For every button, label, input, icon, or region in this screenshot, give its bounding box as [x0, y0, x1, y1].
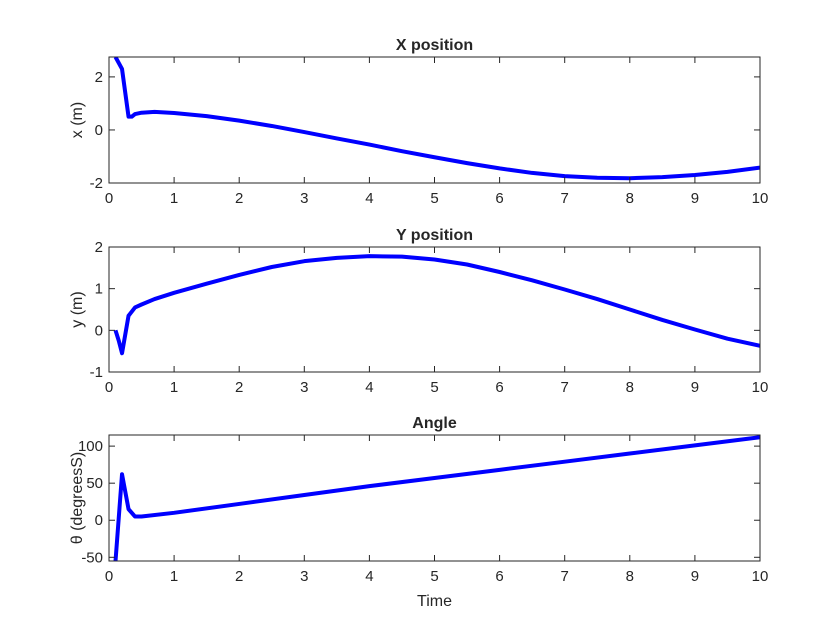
- series-line-1: [113, 435, 760, 561]
- y-tick-label: 100: [78, 438, 103, 455]
- x-tick-label: 10: [752, 379, 769, 396]
- y-tick-label: -2: [90, 175, 103, 192]
- x-tick-label: 7: [561, 568, 569, 585]
- y-tick-label: -1: [90, 364, 103, 381]
- y-tick-label: 0: [95, 322, 103, 339]
- x-tick-label: 7: [561, 190, 569, 207]
- x-tick-label: 9: [691, 379, 699, 396]
- x-tick-label: 1: [170, 190, 178, 207]
- x-tick-label: 5: [430, 190, 438, 207]
- x-tick-label: 1: [170, 568, 178, 585]
- x-axis-label: Time: [417, 593, 452, 610]
- x-tick-label: 8: [626, 568, 634, 585]
- x-tick-label: 10: [752, 568, 769, 585]
- y-tick-label: 1: [95, 281, 103, 298]
- y-tick-label: -50: [81, 549, 103, 566]
- y-axis-label: y (m): [69, 291, 86, 327]
- x-tick-label: 0: [105, 190, 113, 207]
- x-tick-label: 4: [365, 568, 373, 585]
- x-tick-label: 0: [105, 568, 113, 585]
- y-tick-label: 0: [95, 122, 103, 139]
- chart-title: Angle: [412, 415, 457, 432]
- x-tick-label: 8: [626, 379, 634, 396]
- y-tick-label: 50: [86, 475, 103, 492]
- chart-title: Y position: [396, 227, 473, 244]
- x-tick-label: 10: [752, 190, 769, 207]
- x-tick-label: 5: [430, 568, 438, 585]
- x-tick-label: 9: [691, 568, 699, 585]
- x-tick-label: 6: [495, 568, 503, 585]
- x-tick-label: 2: [235, 190, 243, 207]
- x-tick-label: 9: [691, 190, 699, 207]
- y-tick-label: 2: [95, 239, 103, 256]
- y-axis-label: θ (degreesS): [69, 452, 86, 545]
- x-tick-label: 3: [300, 190, 308, 207]
- x-tick-label: 1: [170, 379, 178, 396]
- y-axis-label: x (m): [69, 102, 86, 138]
- x-tick-label: 2: [235, 568, 243, 585]
- x-tick-label: 8: [626, 190, 634, 207]
- chart-title: X position: [396, 37, 473, 54]
- y-tick-label: 2: [95, 69, 103, 86]
- x-tick-label: 7: [561, 379, 569, 396]
- series-line-1: [113, 254, 760, 356]
- x-tick-label: 6: [495, 379, 503, 396]
- x-tick-label: 0: [105, 379, 113, 396]
- y-tick-label: 0: [95, 512, 103, 529]
- x-tick-label: 4: [365, 190, 373, 207]
- x-tick-label: 3: [300, 568, 308, 585]
- x-tick-label: 3: [300, 379, 308, 396]
- x-tick-label: 4: [365, 379, 373, 396]
- x-tick-label: 5: [430, 379, 438, 396]
- series-line-1: [113, 57, 760, 181]
- x-tick-label: 6: [495, 190, 503, 207]
- x-tick-label: 2: [235, 379, 243, 396]
